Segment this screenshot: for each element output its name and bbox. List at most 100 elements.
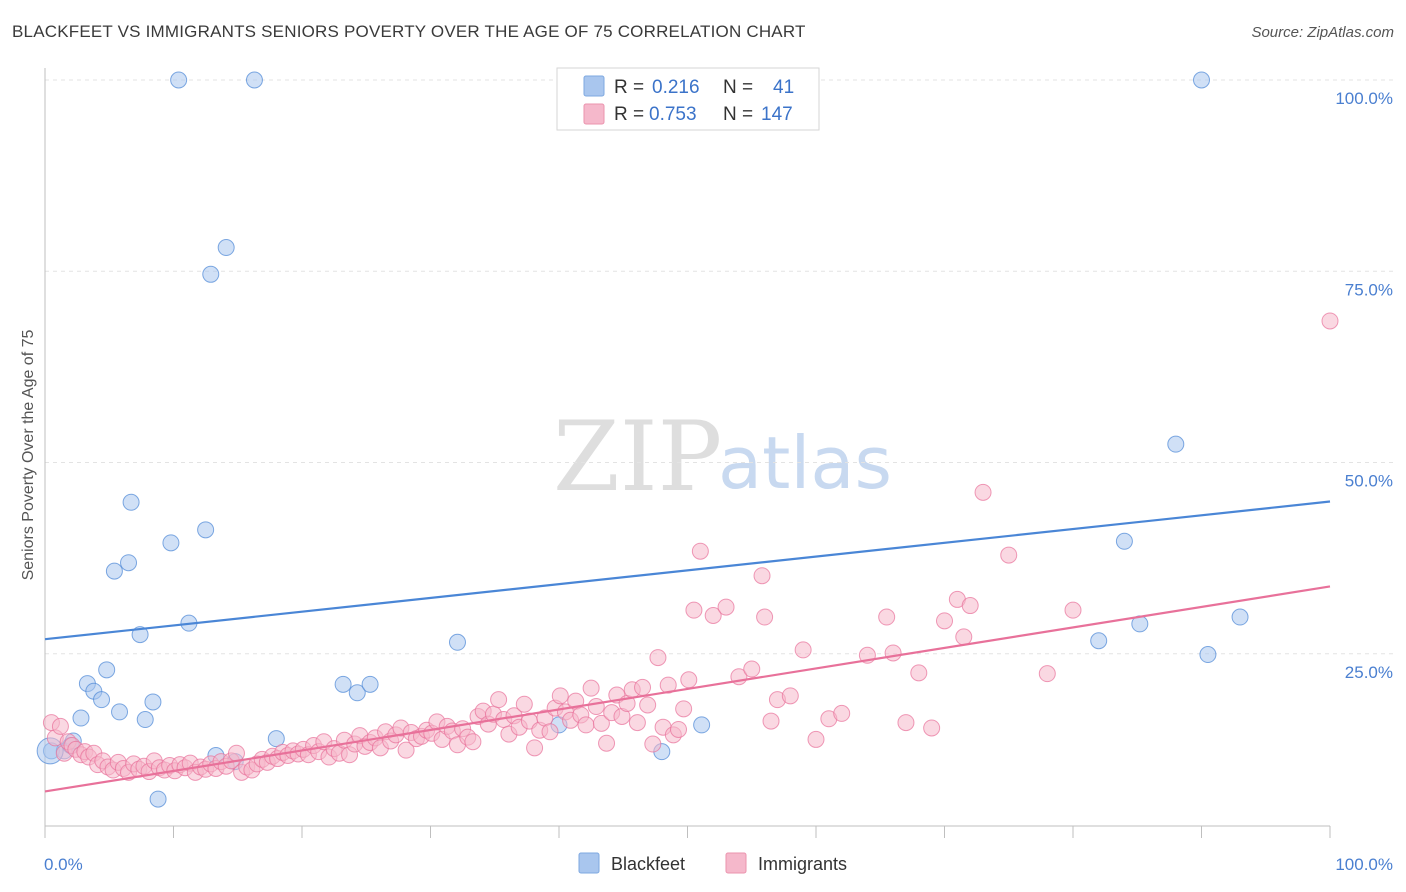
legend-r-label-1: R = — [614, 77, 644, 98]
legend-n-label-1: N = — [723, 77, 753, 98]
trend-lines — [44, 500, 1331, 793]
data-point-immigrants — [649, 649, 667, 667]
data-point-immigrants — [717, 598, 735, 616]
data-point-blackfeet — [98, 661, 116, 679]
bottom-legend-label-blackfeet: Blackfeet — [611, 854, 685, 874]
legend-n-label-2: N = — [723, 104, 753, 125]
legend-n-value-2: 147 — [761, 104, 793, 125]
data-point-immigrants — [515, 695, 533, 713]
data-point-immigrants — [1064, 601, 1082, 619]
data-point-blackfeet — [267, 730, 285, 748]
data-point-immigrants — [680, 671, 698, 689]
y-tick-labels: 100.0% 75.0% 50.0% 25.0% — [1335, 89, 1393, 682]
data-point-immigrants — [577, 716, 595, 734]
x-tick-label-min: 0.0% — [44, 855, 83, 874]
data-point-blackfeet — [120, 554, 138, 572]
y-tick-label: 75.0% — [1345, 280, 1393, 299]
data-point-blackfeet — [693, 716, 711, 734]
y-axis-label: Seniors Poverty Over the Age of 75 — [20, 330, 37, 581]
chart-title: BLACKFEET VS IMMIGRANTS SENIORS POVERTY … — [12, 22, 806, 41]
data-point-immigrants — [670, 720, 688, 738]
data-point-blackfeet — [72, 709, 90, 727]
data-point-immigrants — [1321, 312, 1339, 330]
data-point-immigrants — [464, 733, 482, 751]
data-point-immigrants — [833, 704, 851, 722]
data-point-immigrants — [794, 641, 812, 659]
data-point-blackfeet — [361, 675, 379, 693]
data-point-immigrants — [628, 714, 646, 732]
data-point-immigrants — [685, 601, 703, 619]
data-point-immigrants — [756, 608, 774, 626]
data-point-immigrants — [897, 714, 915, 732]
data-point-blackfeet — [197, 521, 215, 539]
data-point-immigrants — [704, 607, 722, 624]
watermark-zip: ZIP — [553, 401, 722, 513]
data-point-immigrants — [961, 597, 979, 615]
data-point-immigrants — [644, 735, 662, 753]
y-tick-label: 25.0% — [1345, 663, 1393, 682]
legend-swatch-immigrants — [583, 103, 605, 125]
data-point-immigrants — [1038, 665, 1056, 683]
data-point-blackfeet — [136, 711, 154, 729]
data-point-immigrants — [884, 644, 902, 662]
bottom-legend-swatch-immigrants — [725, 852, 747, 874]
data-point-immigrants — [526, 739, 544, 757]
data-point-blackfeet — [111, 703, 129, 721]
data-point-immigrants — [807, 730, 825, 748]
legend-r-value-2: 0.753 — [649, 104, 697, 125]
legend-n-value-1: 41 — [773, 77, 794, 98]
data-point-blackfeet — [1090, 632, 1108, 650]
data-point-immigrants — [582, 679, 600, 697]
data-point-blackfeet — [1167, 435, 1185, 453]
trend-line-blackfeet — [44, 500, 1331, 641]
data-point-blackfeet — [448, 633, 466, 651]
data-point-blackfeet — [170, 71, 188, 89]
data-point-blackfeet — [93, 691, 111, 709]
bottom-legend-swatch-blackfeet — [578, 852, 600, 874]
stats-legend: R = 0.216 N = 41 R = 0.753 N = 147 — [556, 67, 820, 131]
data-point-immigrants — [753, 567, 771, 585]
data-point-immigrants — [592, 714, 610, 732]
data-point-blackfeet — [245, 71, 263, 89]
series-immigrants — [42, 312, 1339, 781]
y-tick-label: 100.0% — [1335, 89, 1393, 108]
data-point-immigrants — [634, 678, 652, 696]
data-point-immigrants — [762, 712, 780, 730]
trend-line-immigrants — [44, 585, 1331, 793]
data-point-blackfeet — [105, 562, 123, 580]
data-point-blackfeet — [1193, 71, 1210, 89]
y-tick-label: 50.0% — [1345, 472, 1393, 491]
x-axis-ticks — [44, 826, 1331, 838]
data-point-immigrants — [51, 717, 69, 735]
data-point-immigrants — [397, 741, 415, 759]
source-label: Source: ZipAtlas.com — [1251, 24, 1394, 41]
data-point-immigrants — [743, 660, 761, 678]
legend-r-label-2: R = — [614, 104, 644, 125]
data-point-blackfeet — [217, 239, 235, 257]
legend-swatch-blackfeet — [583, 75, 605, 97]
bottom-legend-label-immigrants: Immigrants — [758, 854, 847, 874]
series-legend: Blackfeet Immigrants — [578, 852, 847, 874]
data-point-blackfeet — [144, 693, 162, 711]
data-point-immigrants — [974, 483, 992, 501]
data-point-immigrants — [923, 719, 941, 737]
data-point-blackfeet — [149, 790, 167, 808]
data-point-immigrants — [781, 687, 799, 705]
data-point-immigrants — [1000, 546, 1018, 564]
data-point-blackfeet — [1199, 646, 1217, 664]
x-tick-label-max: 100.0% — [1335, 855, 1393, 874]
data-point-immigrants — [675, 700, 693, 718]
data-point-immigrants — [878, 608, 896, 626]
data-point-immigrants — [910, 664, 928, 682]
data-point-blackfeet — [122, 493, 140, 511]
data-point-immigrants — [551, 687, 569, 705]
data-point-blackfeet — [348, 684, 366, 702]
data-point-immigrants — [936, 612, 953, 630]
data-point-immigrants — [598, 734, 616, 752]
data-point-blackfeet — [162, 534, 180, 552]
data-point-immigrants — [490, 691, 508, 709]
data-point-blackfeet — [131, 626, 149, 644]
data-point-blackfeet — [1231, 608, 1249, 626]
legend-r-value-1: 0.216 — [652, 77, 700, 98]
